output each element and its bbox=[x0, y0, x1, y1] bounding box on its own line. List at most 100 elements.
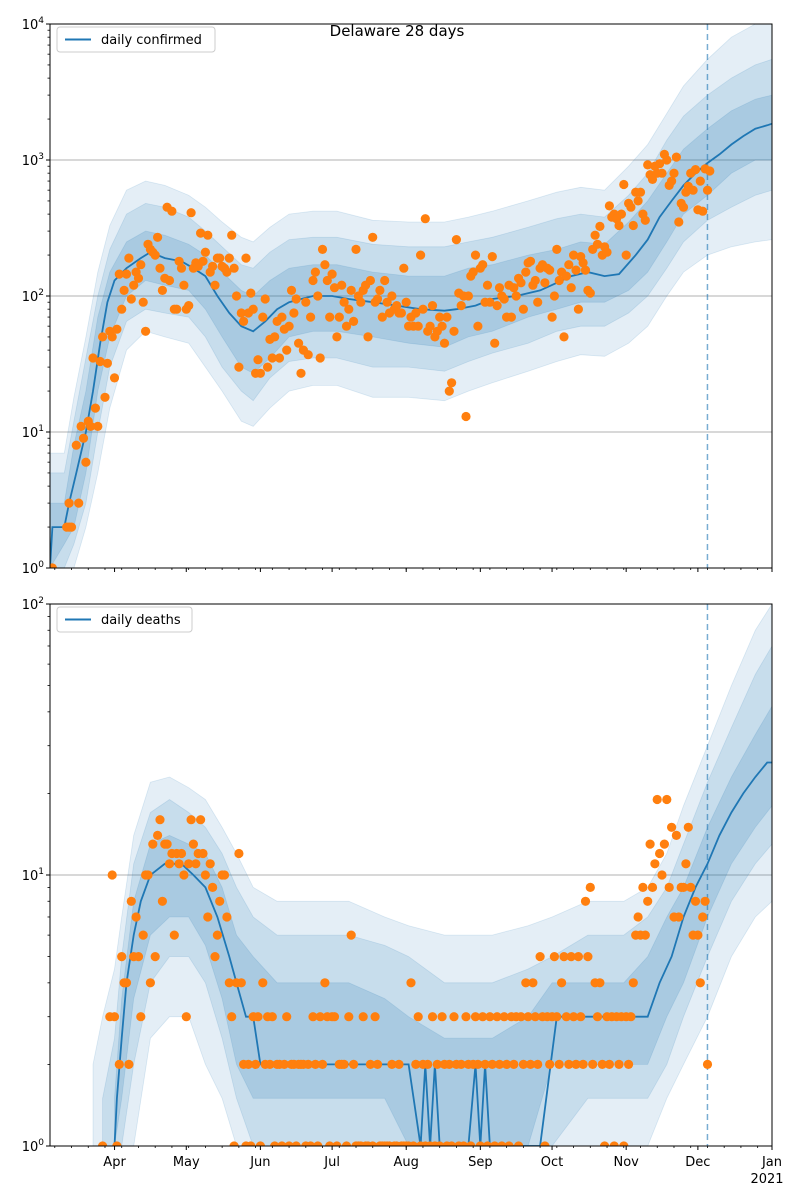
data-point bbox=[246, 288, 256, 298]
data-point bbox=[533, 1059, 543, 1069]
data-point bbox=[270, 1141, 280, 1146]
data-point bbox=[282, 345, 292, 355]
data-point bbox=[437, 321, 447, 331]
data-point bbox=[227, 1012, 237, 1022]
data-point bbox=[638, 882, 648, 893]
data-point bbox=[95, 356, 105, 367]
data-point bbox=[241, 253, 251, 263]
data-point bbox=[566, 283, 576, 293]
data-point bbox=[258, 978, 268, 988]
data-point bbox=[439, 338, 450, 348]
data-point bbox=[317, 244, 328, 254]
data-point bbox=[253, 1012, 263, 1022]
data-point bbox=[346, 285, 356, 295]
data-point bbox=[279, 1059, 289, 1069]
data-point bbox=[626, 202, 636, 212]
data-point bbox=[578, 258, 588, 268]
data-point bbox=[492, 301, 502, 311]
data-point bbox=[255, 368, 265, 378]
data-point bbox=[604, 201, 615, 211]
data-point bbox=[372, 1059, 383, 1069]
data-point bbox=[310, 1059, 320, 1069]
data-point bbox=[655, 159, 665, 169]
legend-label: daily deaths bbox=[101, 613, 181, 628]
data-point bbox=[356, 297, 366, 307]
data-point bbox=[112, 1141, 122, 1146]
data-point bbox=[690, 165, 701, 175]
data-point bbox=[566, 952, 576, 962]
data-point bbox=[224, 253, 234, 263]
data-point bbox=[133, 952, 144, 962]
data-point bbox=[487, 252, 497, 262]
data-point bbox=[176, 848, 187, 859]
data-point bbox=[432, 1059, 442, 1069]
data-point bbox=[164, 859, 175, 869]
data-point bbox=[277, 1141, 287, 1146]
data-point bbox=[329, 283, 340, 293]
y-tick-exponent: 0 bbox=[38, 560, 44, 570]
data-point bbox=[451, 235, 461, 245]
data-point bbox=[640, 215, 650, 225]
data-point bbox=[427, 301, 438, 311]
data-point bbox=[375, 285, 385, 295]
data-point bbox=[559, 332, 569, 342]
data-point bbox=[303, 1059, 313, 1069]
data-point bbox=[291, 1141, 301, 1146]
data-point bbox=[136, 260, 146, 270]
model-line bbox=[113, 761, 772, 1146]
data-point bbox=[368, 232, 378, 242]
data-point bbox=[580, 265, 591, 275]
data-point bbox=[291, 294, 301, 304]
data-point bbox=[227, 230, 237, 240]
data-point bbox=[341, 1141, 352, 1146]
data-point bbox=[303, 350, 313, 360]
data-point bbox=[521, 267, 531, 277]
data-point bbox=[535, 952, 545, 962]
data-point bbox=[516, 1012, 526, 1022]
data-point bbox=[545, 1059, 555, 1069]
data-point bbox=[289, 308, 299, 318]
data-point bbox=[590, 230, 600, 240]
data-point bbox=[628, 978, 638, 988]
data-point bbox=[702, 1059, 713, 1069]
data-point bbox=[626, 1012, 636, 1022]
data-point bbox=[690, 896, 701, 906]
data-point bbox=[263, 362, 273, 372]
data-point bbox=[468, 267, 478, 277]
data-point bbox=[557, 978, 567, 988]
data-point bbox=[667, 822, 677, 832]
data-point bbox=[413, 321, 423, 331]
data-point bbox=[164, 275, 175, 286]
y-tick-exponent: 4 bbox=[38, 16, 44, 26]
data-point bbox=[188, 839, 198, 849]
x-tick-label: Sep bbox=[468, 1155, 493, 1170]
data-point bbox=[686, 882, 696, 893]
data-point bbox=[588, 1059, 598, 1069]
data-point bbox=[406, 978, 416, 988]
data-point bbox=[698, 912, 708, 922]
data-point bbox=[506, 312, 516, 322]
uncertainty-band bbox=[114, 705, 772, 1146]
data-point bbox=[583, 952, 593, 962]
data-point bbox=[157, 896, 167, 906]
plot-area bbox=[50, 24, 772, 568]
data-point bbox=[674, 217, 684, 227]
data-point bbox=[100, 392, 110, 402]
data-point bbox=[308, 1012, 318, 1022]
data-point bbox=[270, 332, 280, 342]
x-tick-label: Jun bbox=[249, 1155, 270, 1170]
data-point bbox=[370, 1012, 380, 1022]
data-point bbox=[320, 260, 330, 270]
data-point bbox=[592, 1012, 603, 1022]
data-point bbox=[236, 978, 246, 988]
data-point bbox=[162, 839, 172, 849]
data-point bbox=[157, 285, 167, 295]
data-point bbox=[604, 1059, 615, 1069]
data-point bbox=[294, 338, 304, 348]
data-point bbox=[559, 952, 569, 962]
data-point bbox=[554, 275, 564, 286]
data-point bbox=[521, 978, 531, 988]
